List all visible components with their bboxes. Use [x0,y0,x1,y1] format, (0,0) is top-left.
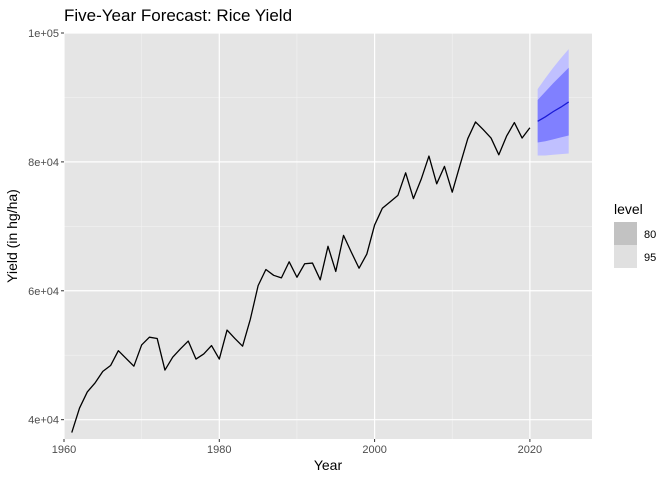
panel-background [64,33,592,439]
major-gridlines [63,32,592,439]
legend-label-95: 95 [644,252,656,264]
legend-title: level [614,201,643,217]
x-axis: 1960 1980 2000 2020 [52,439,542,456]
x-axis-title: Year [314,457,343,473]
legend-label-80: 80 [644,229,656,241]
x-tick-label: 1960 [52,444,76,456]
series-lines [71,101,570,433]
legend-key-80 [614,222,637,245]
x-tick-label: 1980 [207,444,231,456]
legend: level 80 95 [614,201,656,268]
forecast-mean-line [537,101,570,122]
prediction-band-80 [537,67,569,143]
history-line [71,121,531,433]
x-tick-label: 2020 [518,444,542,456]
y-tick-label: 1e+05 [28,28,59,40]
y-axis-title: Yield (in hg/ha) [4,189,20,283]
chart-title: Five-Year Forecast: Rice Yield [64,6,292,25]
y-tick-label: 8e+04 [28,157,59,169]
minor-gridlines [64,33,592,439]
y-axis: 4e+04 6e+04 8e+04 1e+05 [28,28,64,427]
y-tick-label: 4e+04 [28,415,59,427]
plot-panel [63,32,592,439]
legend-key-95 [614,245,637,268]
y-tick-label: 6e+04 [28,286,59,298]
x-tick-label: 2000 [362,444,386,456]
forecast-bands [537,49,569,156]
